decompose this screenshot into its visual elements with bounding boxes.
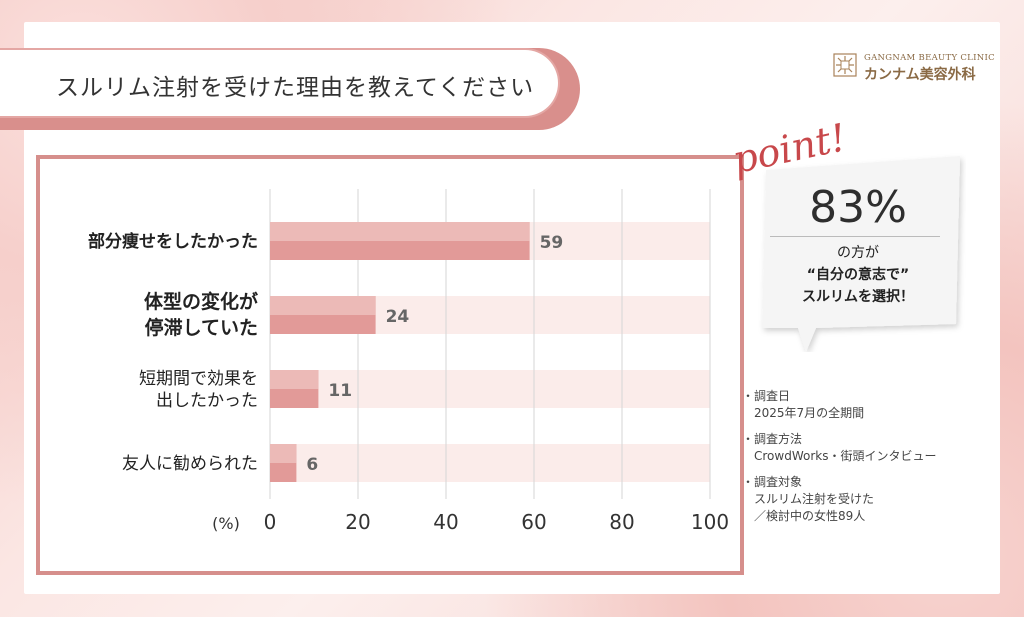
bar-highlight: [270, 222, 530, 241]
category-label: 友人に勧められた: [122, 454, 258, 474]
info-method-head: ・調査方法: [742, 432, 803, 446]
data-label: 11: [328, 381, 352, 401]
point-line2: “自分の意志で”: [806, 267, 910, 283]
info-target: ・調査対象 スルリム注射を受けた ／検討中の女性89人: [742, 474, 982, 525]
content-frame: スルリム注射を受けた理由を教えてください GANGNAM BEAUTY CLIN…: [0, 22, 1000, 594]
x-tick-label: 0: [264, 510, 277, 534]
point-bubble: [762, 156, 960, 352]
data-label: 6: [306, 455, 318, 475]
page-title: スルリム注射を受けた理由を教えてください: [56, 75, 535, 101]
title-banner: スルリム注射を受けた理由を教えてください: [0, 48, 580, 130]
x-tick-label: 80: [609, 510, 634, 534]
info-date-head: ・調査日: [742, 389, 791, 403]
info-target-body-2: ／検討中の女性89人: [754, 509, 866, 523]
clinic-logo: GANGNAM BEAUTY CLINIC カンナム美容外科: [832, 50, 995, 86]
bar-highlight: [270, 296, 376, 315]
point-divider: [770, 236, 940, 237]
point-line3: スルリムを選択！: [802, 289, 914, 305]
data-label: 59: [540, 233, 564, 253]
x-tick-label: 20: [345, 510, 370, 534]
x-tick-label: 100: [691, 510, 729, 534]
bar-chart-svg: 0 20 40 60 80 100 (%) 59 24 11 6 部分痩せをしたかった体型の変化が停滞…: [88, 189, 729, 534]
category-label: 出したかった: [156, 391, 258, 411]
point-text: の方が “自分の意志で” スルリムを選択！: [760, 242, 956, 308]
point-line1: の方が: [837, 245, 879, 261]
x-tick-label: 40: [433, 510, 458, 534]
logo-mark-icon: [833, 53, 857, 77]
logo-english: GANGNAM BEAUTY CLINIC: [864, 53, 995, 63]
info-target-body-1: スルリム注射を受けた: [754, 492, 875, 506]
title-banner-inner: スルリム注射を受けた理由を教えてください: [0, 48, 560, 118]
bar-highlight: [270, 444, 297, 463]
data-label: 24: [386, 307, 410, 327]
bar-track: [270, 444, 710, 482]
survey-info: ・調査日 2025年7月の全期間 ・調査方法 CrowdWorks・街頭インタビ…: [742, 388, 982, 534]
category-label: 体型の変化が: [144, 290, 258, 313]
logo-japanese: カンナム美容外科: [864, 67, 976, 83]
bar-chart: 0 20 40 60 80 100 (%) 59 24 11 6 部分痩せをしたかった体型の変化が 停滞…: [36, 155, 744, 575]
category-label: 短期間で効果を: [139, 369, 258, 389]
category-label: 部分痩せをしたかった: [88, 231, 258, 252]
category-label: 停滞していた: [145, 316, 258, 339]
bar-highlight: [270, 370, 319, 389]
info-target-head: ・調査対象: [742, 475, 803, 489]
info-method: ・調査方法 CrowdWorks・街頭インタビュー: [742, 431, 982, 465]
info-date-body: 2025年7月の全期間: [754, 406, 865, 420]
point-percent: 83%: [809, 182, 907, 233]
bar-track: [270, 370, 710, 408]
x-unit-label: (%): [212, 514, 240, 533]
x-tick-label: 60: [521, 510, 546, 534]
info-date: ・調査日 2025年7月の全期間: [742, 388, 982, 422]
info-method-body: CrowdWorks・街頭インタビュー: [754, 449, 937, 463]
